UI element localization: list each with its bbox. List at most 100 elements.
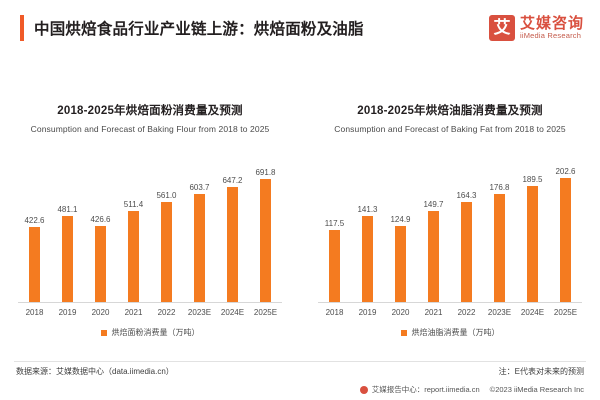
bar-value-label: 561.0: [156, 190, 177, 200]
bar-slot[interactable]: 141.3: [351, 158, 384, 302]
x-axis-tick: 2023E: [487, 308, 512, 317]
bar-value-label: 124.9: [390, 214, 411, 224]
bar-value-label: 164.3: [456, 190, 477, 200]
chart-panel-baking-fat: 2018-2025年烘焙油脂消费量及预测 Consumption and For…: [300, 62, 600, 350]
bar-slot[interactable]: 117.5: [318, 158, 351, 302]
footer-note: 注：E代表对未来的预测: [498, 367, 584, 376]
bar-value-label: 603.7: [189, 183, 210, 193]
header-accent-bar: [20, 15, 24, 41]
page-header: 中国烘焙食品行业产业链上游：烘焙面粉及油脂 艾 艾媒咨询 iiMedia Res…: [0, 0, 600, 56]
x-axis-tick: 2020: [391, 308, 410, 317]
chart-legend: 烘焙油脂消费量（万吨）: [314, 327, 586, 338]
plot-area: 117.5 141.3 124.9 149.7 164.3 176.8 189.5 202.6: [314, 158, 586, 303]
bar-slot[interactable]: 189.5: [516, 158, 549, 302]
bar[interactable]: [560, 178, 571, 302]
x-axis-tick: 2022: [157, 308, 176, 317]
bar[interactable]: [428, 210, 439, 302]
bar-value-label: 422.6: [24, 215, 45, 225]
bar-slot[interactable]: 603.7: [183, 158, 216, 302]
bar[interactable]: [227, 186, 238, 302]
x-axis-tick: 2021: [424, 308, 443, 317]
bar-slot[interactable]: 202.6: [549, 158, 582, 302]
x-axis-line: [318, 302, 582, 303]
legend-label: 烘焙油脂消费量（万吨）: [411, 328, 500, 337]
footer-report-center: 艾媒报告中心：report.iimedia.cn: [371, 385, 480, 394]
bar-value-label: 149.7: [423, 199, 444, 209]
footer-copyright: ©2023 iiMedia Research Inc: [489, 385, 584, 394]
x-axis-line: [18, 302, 282, 303]
bar-slot[interactable]: 164.3: [450, 158, 483, 302]
legend-swatch-icon: [400, 329, 407, 336]
bar[interactable]: [29, 226, 40, 302]
bar[interactable]: [95, 225, 106, 302]
x-axis-tick: 2024E: [220, 308, 245, 317]
bar[interactable]: [329, 230, 340, 302]
x-axis-tick: 2025E: [253, 308, 278, 317]
bar[interactable]: [395, 225, 406, 302]
bar-value-label: 647.2: [222, 175, 243, 185]
report-badge-icon: [359, 385, 368, 394]
logo-name-en: iiMedia Research: [519, 31, 582, 41]
bar-slot[interactable]: 426.6: [84, 158, 117, 302]
chart-panel-baking-flour: 2018-2025年烘焙面粉消费量及预测 Consumption and For…: [0, 62, 300, 350]
bar-value-label: 189.5: [522, 175, 543, 185]
footer-data-source: 数据来源：艾媒数据中心（data.iimedia.cn）: [16, 367, 174, 376]
bar[interactable]: [194, 194, 205, 302]
bar-slot[interactable]: 176.8: [483, 158, 516, 302]
chart-title-cn: 2018-2025年烘焙面粉消费量及预测: [57, 105, 243, 117]
bar[interactable]: [494, 193, 505, 302]
page-title: 中国烘焙食品行业产业链上游：烘焙面粉及油脂: [34, 21, 364, 38]
bar-slot[interactable]: 149.7: [417, 158, 450, 302]
footer-report-line: 艾媒报告中心：report.iimedia.cn ©2023 iiMedia R…: [359, 384, 584, 395]
x-axis-labels: 2018 2019 2020 2021 2022 2023E 2024E 2025E: [314, 308, 586, 317]
x-axis-labels: 2018 2019 2020 2021 2022 2023E 2024E 2025E: [14, 308, 286, 317]
bar-value-label: 511.4: [123, 199, 144, 209]
x-axis-tick: 2021: [124, 308, 143, 317]
legend-swatch-icon: [100, 329, 107, 336]
bar-value-label: 176.8: [489, 182, 510, 192]
bar-slot[interactable]: 647.2: [216, 158, 249, 302]
x-axis-tick: 2019: [58, 308, 77, 317]
bar-series: 117.5 141.3 124.9 149.7 164.3 176.8 189.5 202.6: [318, 158, 582, 302]
bar-slot[interactable]: 124.9: [384, 158, 417, 302]
bar-slot[interactable]: 422.6: [18, 158, 51, 302]
bar-slot[interactable]: 691.8: [249, 158, 282, 302]
bar-series: 422.6 481.1 426.6 511.4 561.0 603.7 647.2 691.8: [18, 158, 282, 302]
logo-text: 艾媒咨询 iiMedia Research: [519, 14, 584, 41]
bar-value-label: 691.8: [255, 167, 276, 177]
x-axis-tick: 2025E: [553, 308, 578, 317]
bar[interactable]: [362, 215, 373, 302]
bar[interactable]: [161, 201, 172, 302]
x-axis-tick: 2018: [25, 308, 44, 317]
chart-subtitle-en: Consumption and Forecast of Baking Flour…: [30, 124, 270, 134]
bar[interactable]: [260, 178, 271, 302]
chart-legend: 烘焙面粉消费量（万吨）: [14, 327, 286, 338]
chart-title-cn: 2018-2025年烘焙油脂消费量及预测: [357, 105, 543, 117]
bar-value-label: 426.6: [90, 214, 111, 224]
logo-mark-icon: 艾: [488, 15, 515, 41]
x-axis-tick: 2019: [358, 308, 377, 317]
bar[interactable]: [128, 210, 139, 302]
x-axis-tick: 2024E: [520, 308, 545, 317]
x-axis-tick: 2020: [91, 308, 110, 317]
bar-slot[interactable]: 481.1: [51, 158, 84, 302]
x-axis-tick: 2018: [325, 308, 344, 317]
footer: 数据来源：艾媒数据中心（data.iimedia.cn） 注：E代表对未来的预测: [0, 366, 600, 377]
charts-container: 2018-2025年烘焙面粉消费量及预测 Consumption and For…: [0, 62, 600, 350]
bar[interactable]: [62, 216, 73, 302]
legend-label: 烘焙面粉消费量（万吨）: [111, 328, 200, 337]
footer-divider: [14, 361, 586, 362]
bar[interactable]: [527, 186, 538, 302]
bar-slot[interactable]: 511.4: [117, 158, 150, 302]
bar-value-label: 141.3: [357, 204, 378, 214]
bar-value-label: 481.1: [57, 205, 78, 215]
bar-value-label: 202.6: [555, 167, 576, 177]
bar-value-label: 117.5: [324, 219, 345, 229]
brand-logo: 艾 艾媒咨询 iiMedia Research: [488, 14, 584, 41]
x-axis-tick: 2022: [457, 308, 476, 317]
logo-name-cn: 艾媒咨询: [519, 14, 584, 32]
chart-subtitle-en: Consumption and Forecast of Baking Fat f…: [334, 124, 566, 134]
bar-slot[interactable]: 561.0: [150, 158, 183, 302]
plot-area: 422.6 481.1 426.6 511.4 561.0 603.7 647.2 691.8: [14, 158, 286, 303]
bar[interactable]: [461, 201, 472, 302]
